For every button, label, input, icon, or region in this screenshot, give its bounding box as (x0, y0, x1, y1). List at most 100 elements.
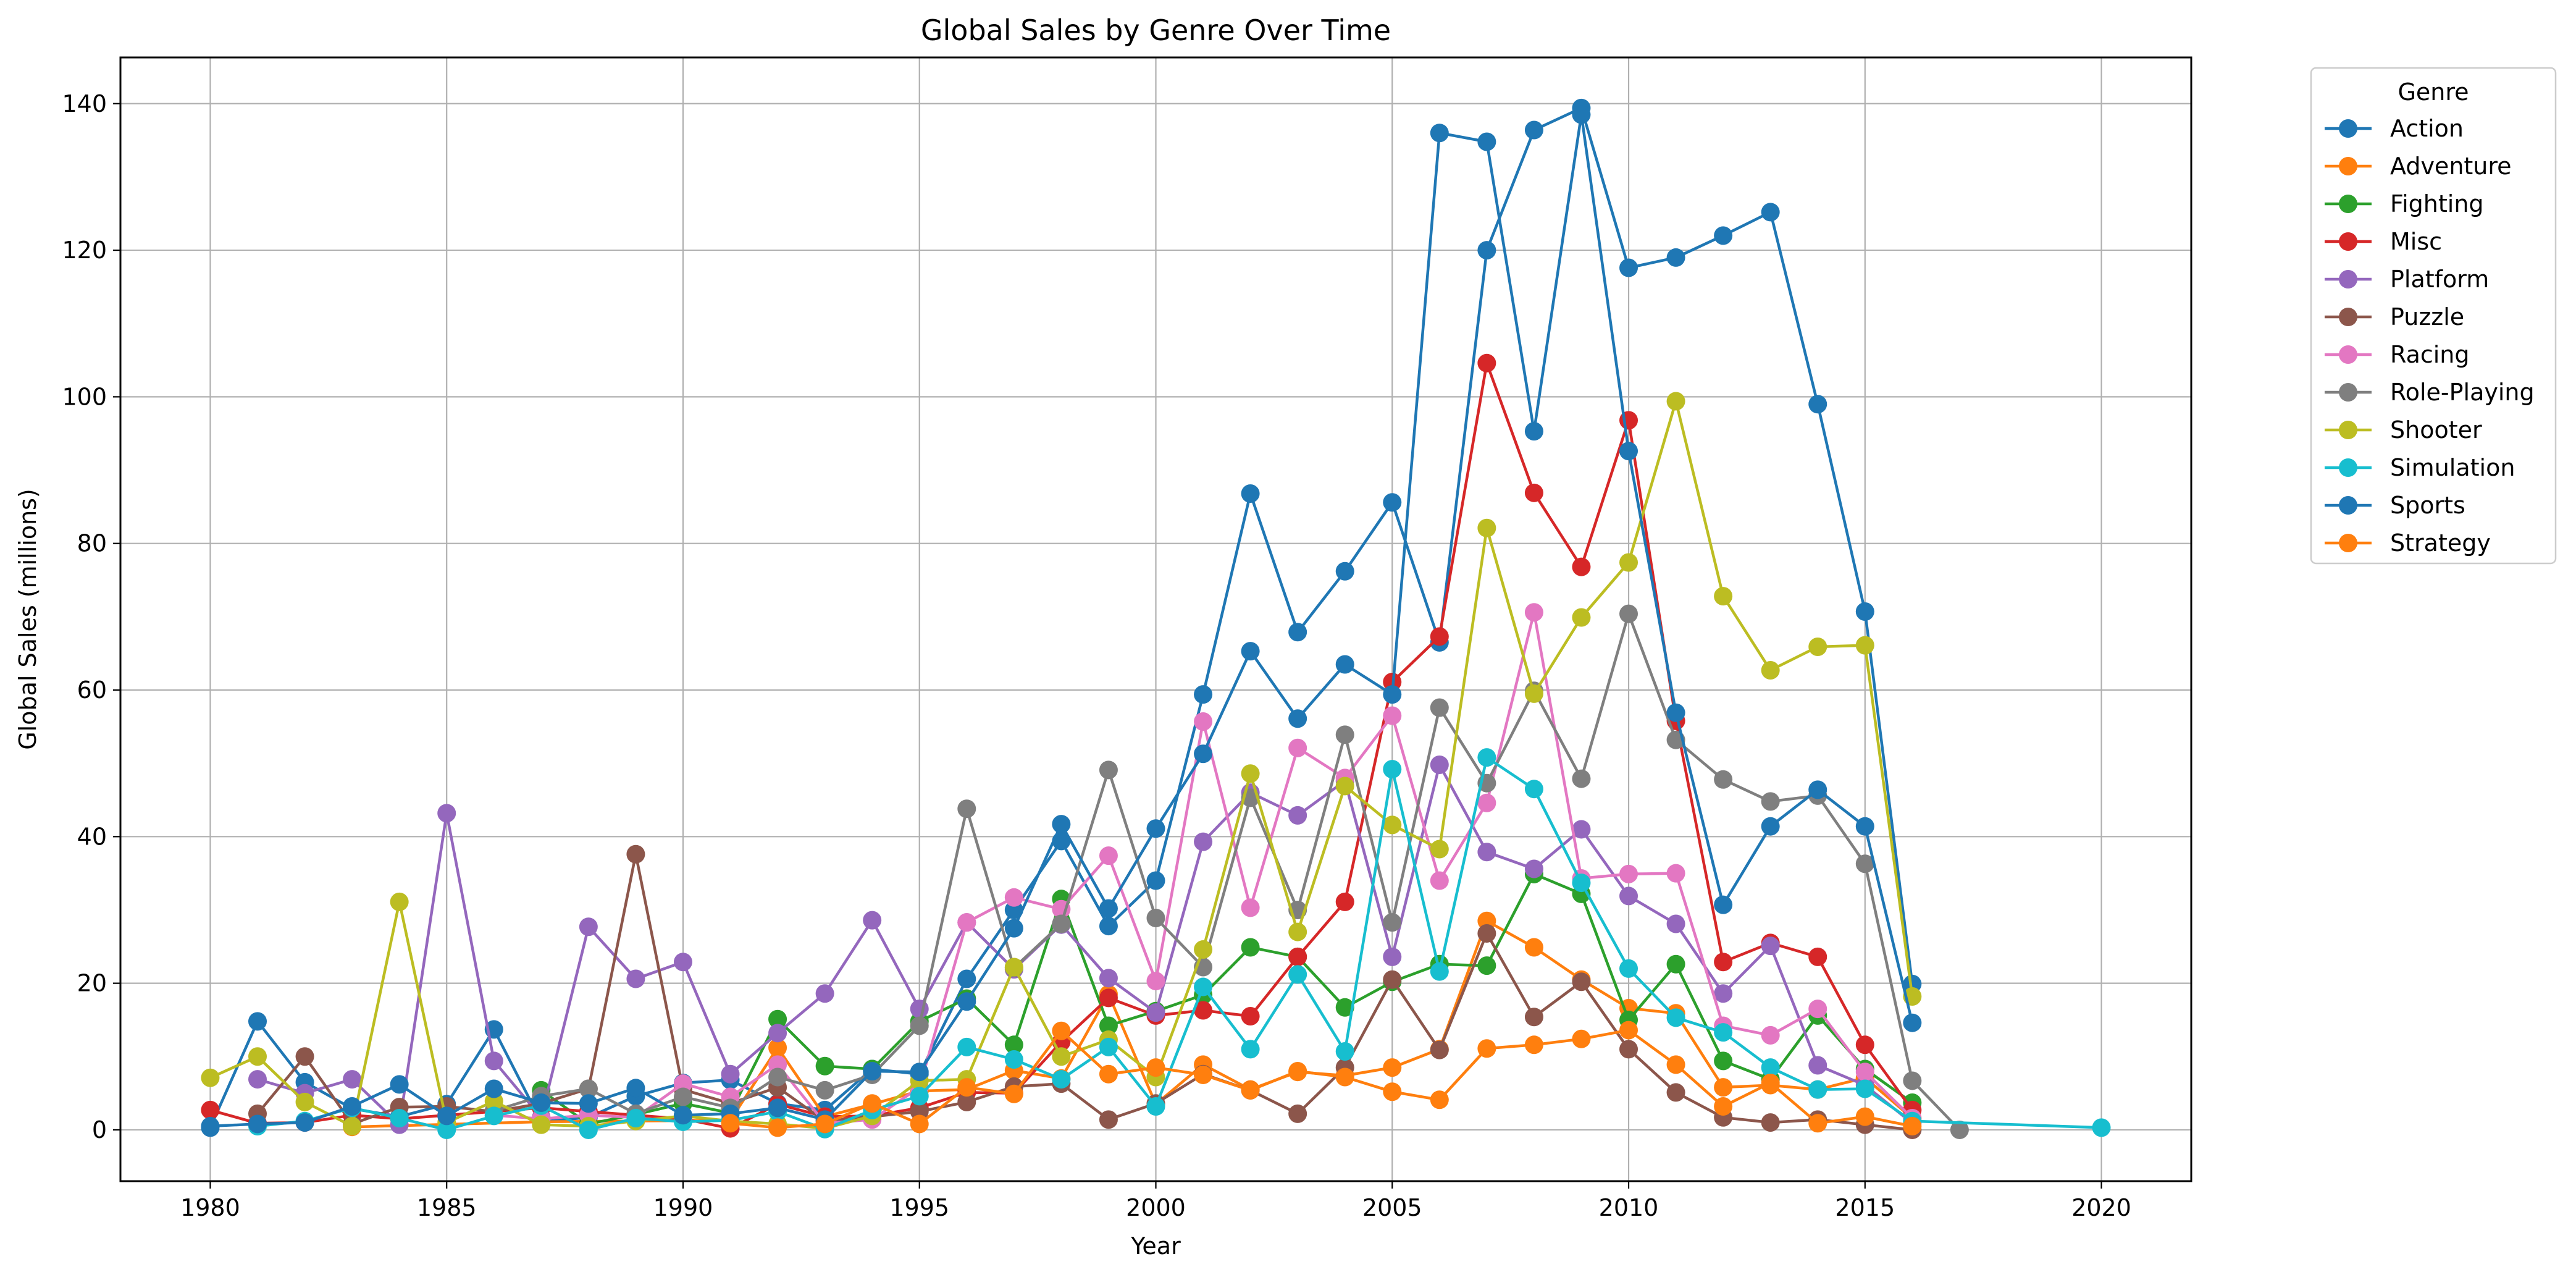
data-point (1052, 1070, 1071, 1089)
data-point (957, 992, 976, 1011)
data-point (1808, 1080, 1827, 1099)
data-point (248, 1012, 267, 1031)
data-point (579, 917, 598, 937)
axis-ticks: 1980 1985 1990 1995 2000 2005 2010 2015 2020 0 20 4… (62, 90, 2131, 1221)
data-point (910, 1016, 929, 1035)
series-strategy (721, 1021, 1922, 1137)
data-point (1666, 914, 1685, 933)
data-point (863, 1062, 882, 1081)
data-point (248, 1047, 267, 1066)
legend-label: Shooter (2390, 416, 2482, 444)
data-point (957, 913, 976, 932)
y-tick-label: 0 (92, 1116, 107, 1143)
data-point (1572, 608, 1591, 627)
data-point (1288, 1062, 1307, 1081)
data-point (1619, 1021, 1638, 1040)
data-point (1430, 1040, 1449, 1059)
data-point (1761, 1058, 1780, 1077)
data-point (1855, 817, 1874, 836)
data-point (1383, 706, 1402, 725)
data-point (1430, 1090, 1449, 1109)
data-point (957, 799, 976, 819)
data-point (1477, 241, 1496, 260)
x-tick-label: 1990 (653, 1194, 713, 1221)
data-point (1761, 792, 1780, 811)
data-point (1383, 815, 1402, 835)
legend-label: Role-Playing (2390, 379, 2535, 406)
data-point (1808, 1056, 1827, 1075)
data-point (1194, 832, 1213, 851)
x-tick-label: 2000 (1126, 1194, 1186, 1221)
x-tick-label: 2005 (1362, 1194, 1422, 1221)
data-point (579, 1120, 598, 1139)
data-point (1666, 864, 1685, 883)
data-point (673, 1074, 692, 1093)
x-tick-label: 2015 (1835, 1194, 1895, 1221)
data-point (1666, 703, 1685, 722)
data-point (1241, 1080, 1260, 1100)
data-point (910, 1063, 929, 1082)
legend-label: Action (2390, 115, 2464, 142)
data-point (1383, 947, 1402, 966)
x-tick-label: 1985 (417, 1194, 477, 1221)
data-point (721, 1064, 740, 1084)
data-point (815, 1080, 834, 1100)
data-point (1714, 953, 1733, 972)
data-point (1477, 132, 1496, 151)
legend-item: Sports (2325, 492, 2465, 519)
data-point (1383, 970, 1402, 989)
y-tick-label: 20 (77, 970, 107, 997)
data-point (1383, 1058, 1402, 1077)
legend-label: Platform (2390, 266, 2489, 293)
data-point (1099, 988, 1118, 1008)
legend: Genre Action Adventure Fighting Misc Platfor… (2310, 67, 2557, 565)
data-point (1619, 604, 1638, 623)
x-tick-label: 2020 (2071, 1194, 2131, 1221)
legend-swatch-marker (2339, 534, 2357, 552)
data-point (1903, 1117, 1922, 1136)
data-point (1761, 660, 1780, 680)
legend-swatch-marker (2339, 308, 2357, 326)
data-point (1477, 793, 1496, 812)
data-point (1619, 553, 1638, 572)
data-point (1335, 777, 1354, 796)
data-point (1430, 962, 1449, 981)
data-point (1383, 493, 1402, 512)
data-point (1288, 922, 1307, 941)
data-point (815, 1056, 834, 1076)
data-point (1430, 124, 1449, 143)
y-axis-label: Global Sales (millions) (14, 489, 41, 750)
data-point (1477, 518, 1496, 537)
data-point (1004, 1050, 1023, 1069)
data-point (1099, 899, 1118, 918)
legend-item: Role-Playing (2325, 379, 2535, 406)
data-point (343, 1070, 362, 1089)
legend-swatch-marker (2339, 345, 2357, 364)
data-point (484, 1079, 503, 1098)
data-point (1524, 603, 1543, 622)
data-point (248, 1070, 267, 1089)
legend-item: Strategy (2325, 529, 2491, 557)
data-point (1335, 892, 1354, 911)
legend-label: Adventure (2390, 153, 2512, 180)
data-point (1666, 1055, 1685, 1074)
data-point (1383, 685, 1402, 704)
data-point (626, 1108, 645, 1127)
data-point (1194, 977, 1213, 996)
data-point (1666, 1083, 1685, 1102)
legend-label: Racing (2390, 341, 2470, 368)
data-point (248, 1114, 267, 1134)
data-point (815, 1114, 834, 1134)
data-point (1241, 938, 1260, 957)
data-point (1855, 1079, 1874, 1098)
data-point (1619, 258, 1638, 277)
data-point (390, 1075, 409, 1094)
legend-swatch-marker (2339, 232, 2357, 251)
data-point (1619, 442, 1638, 461)
data-point (1619, 886, 1638, 906)
data-point (910, 1000, 929, 1019)
data-point (768, 1067, 787, 1087)
data-point (1855, 1063, 1874, 1082)
data-point (437, 1106, 456, 1126)
data-point (1335, 1067, 1354, 1087)
